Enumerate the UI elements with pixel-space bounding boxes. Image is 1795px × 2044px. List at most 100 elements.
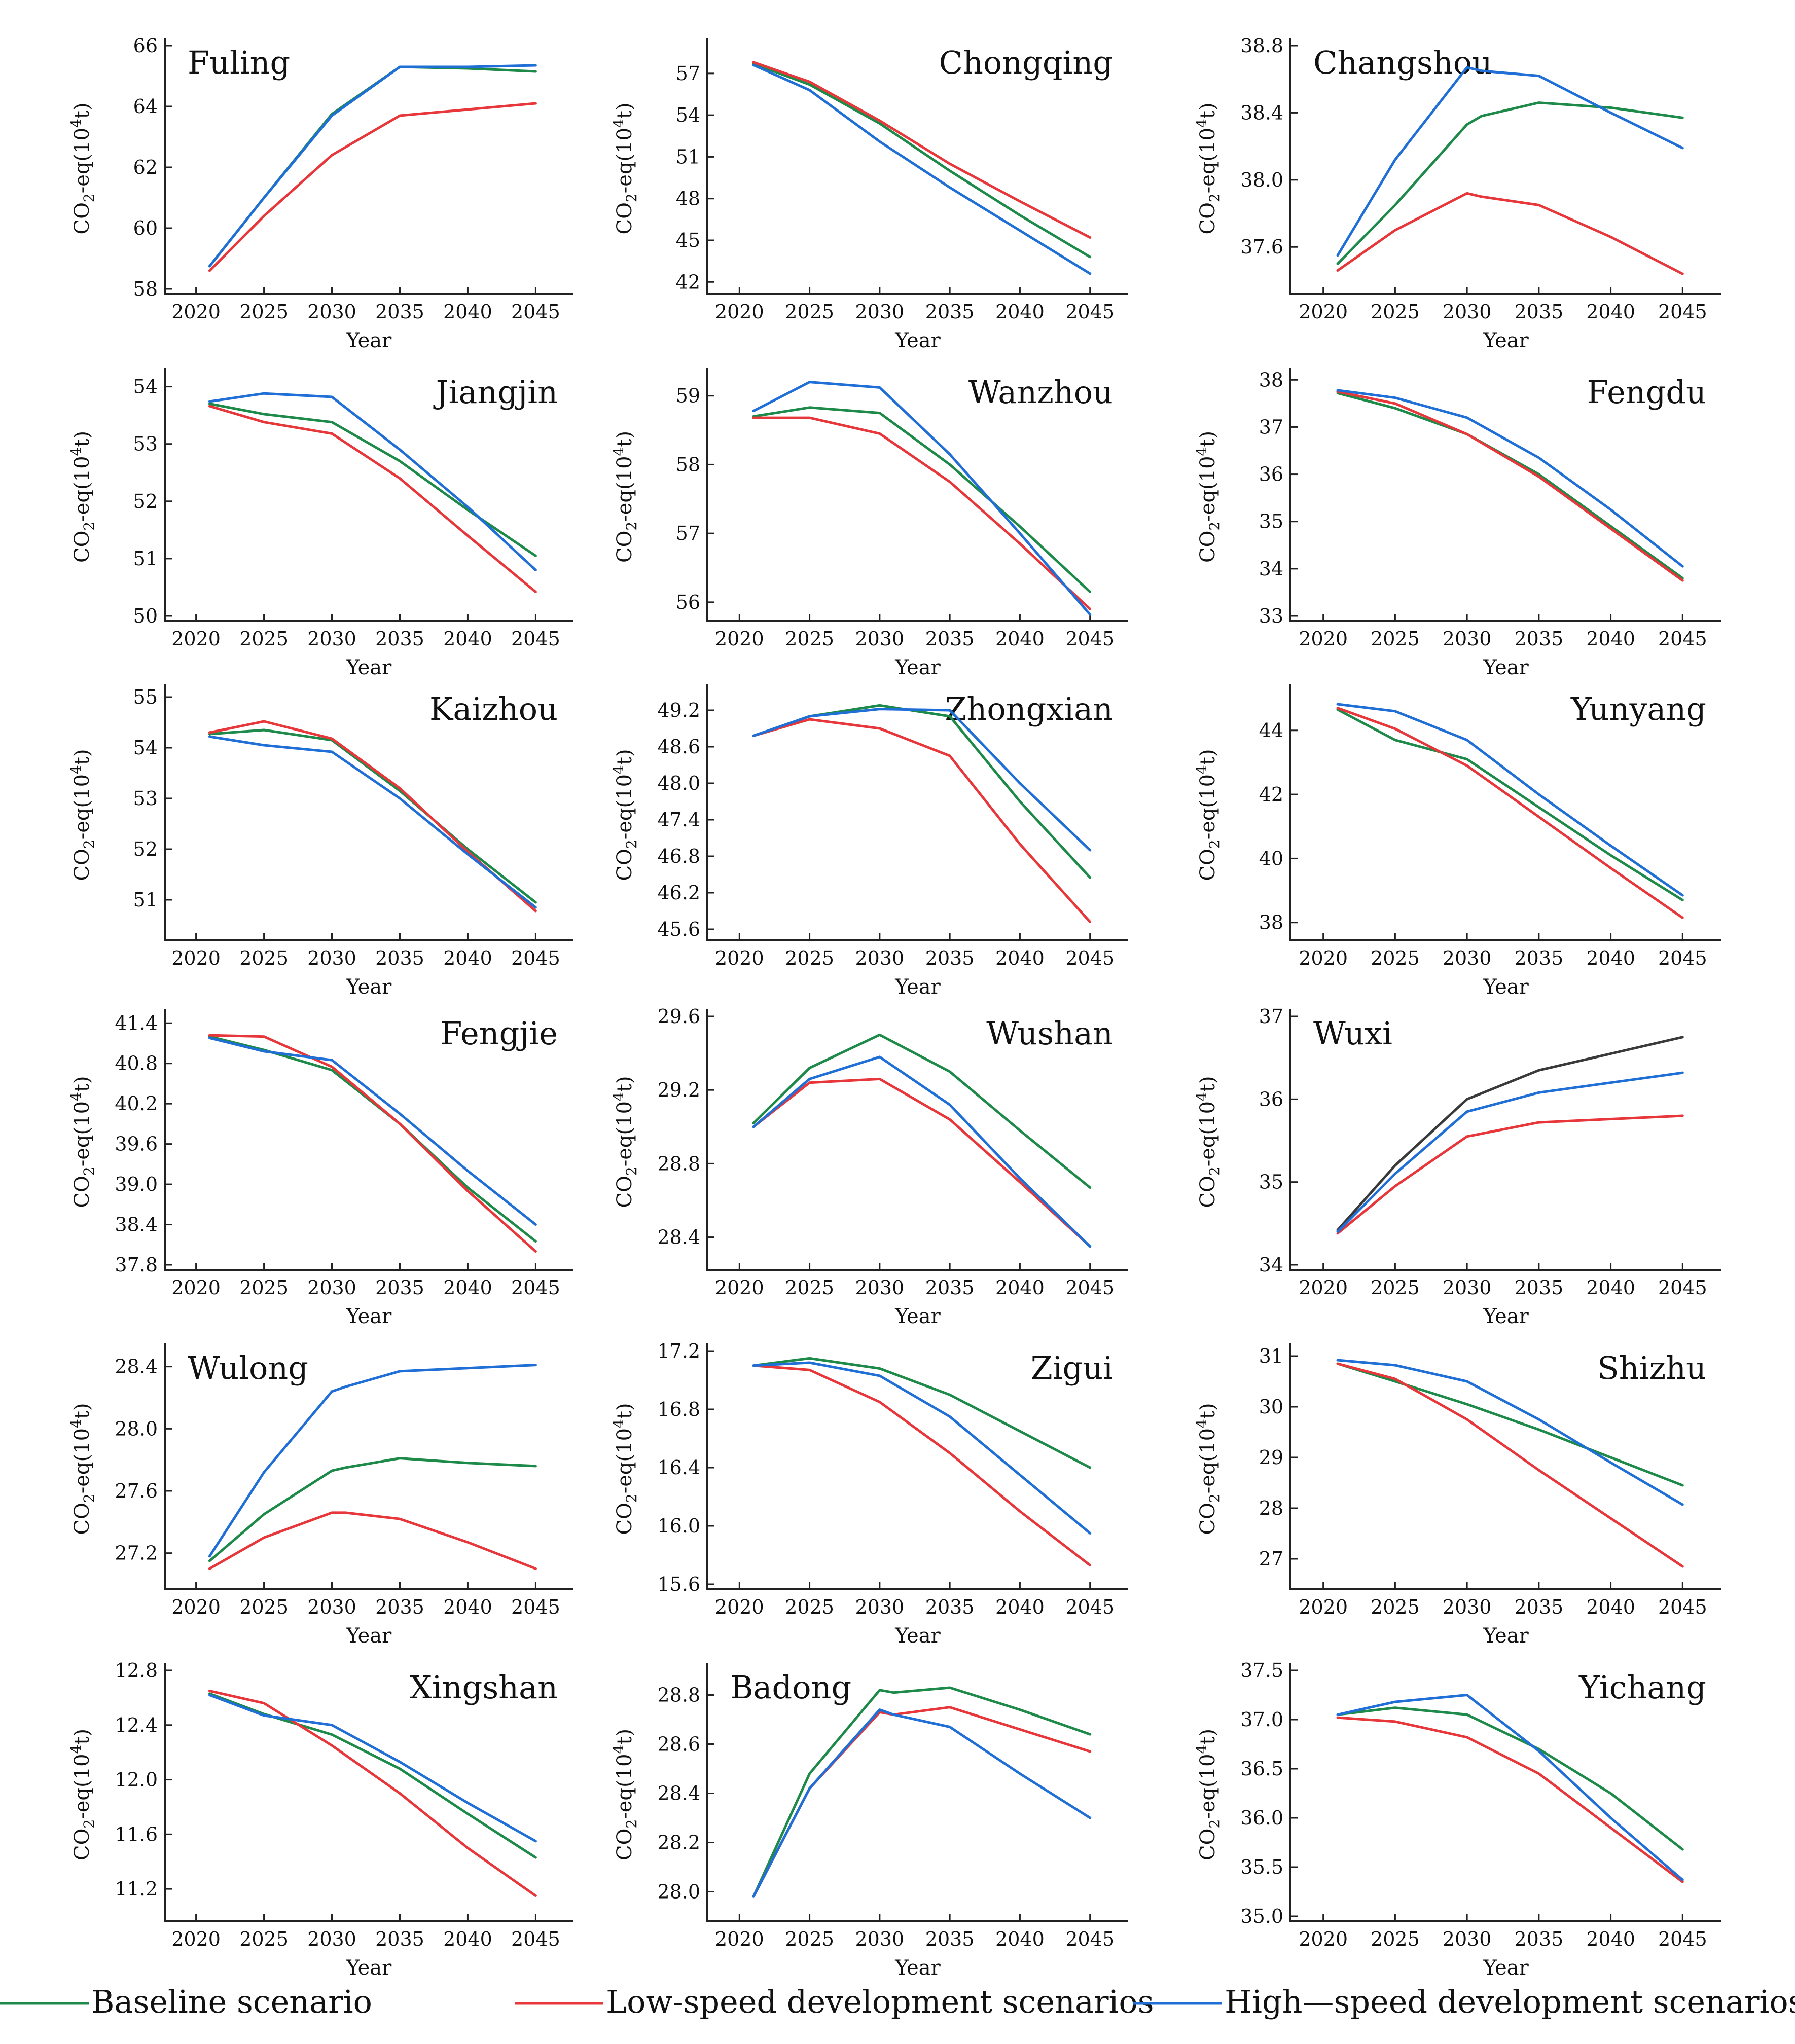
x-tick-label: 2025 <box>1371 628 1420 650</box>
x-axis-title: Year <box>894 1956 941 1980</box>
y-tick-label: 53 <box>133 787 158 810</box>
x-tick-label: 2020 <box>1299 301 1348 323</box>
x-tick-label: 2045 <box>1065 628 1115 650</box>
panel-title-kaizhou: Kaizhou <box>429 690 558 727</box>
x-tick-label: 2045 <box>1065 1276 1115 1299</box>
series-line-wanzhou-low <box>752 416 1092 610</box>
x-tick-label: 2045 <box>1065 1596 1115 1618</box>
y-tick-label: 28 <box>1259 1497 1283 1519</box>
y-axis-title: CO2-eq(104t) <box>67 1403 97 1535</box>
x-tick-label: 2035 <box>1515 1276 1564 1299</box>
x-tick-label: 2020 <box>715 1596 764 1618</box>
x-tick-label: 2045 <box>511 301 560 323</box>
x-tick-label: 2020 <box>171 301 221 323</box>
x-axis-title: Year <box>346 1956 392 1980</box>
x-tick-label: 2035 <box>375 1928 424 1950</box>
x-tick-label: 2040 <box>1586 947 1635 969</box>
x-tick-label: 2040 <box>995 1276 1045 1299</box>
y-tick-label: 57 <box>676 522 700 544</box>
x-axis-title: Year <box>1483 975 1529 999</box>
x-axis-title: Year <box>1483 1305 1529 1328</box>
x-tick-label: 2030 <box>307 301 356 323</box>
panel-title-changshou: Changshou <box>1313 44 1492 81</box>
y-axis-title: CO2-eq(104t) <box>1193 749 1223 881</box>
y-tick-label: 35 <box>1259 1171 1283 1193</box>
x-tick-label: 2035 <box>1515 628 1564 650</box>
y-axis-title: CO2-eq(104t) <box>610 1729 640 1860</box>
x-tick-label: 2035 <box>925 1276 975 1299</box>
series-line-wuxi-dark <box>1336 1036 1684 1231</box>
y-tick-label: 27.2 <box>115 1542 158 1564</box>
y-tick-label: 58 <box>133 278 158 300</box>
panel-title-fuling: Fuling <box>188 44 290 81</box>
y-tick-label: 62 <box>133 156 158 178</box>
x-tick-label: 2045 <box>1658 1596 1707 1618</box>
panel-wushan: 28.4 28.8 29.2 29.6 2020 2025 2030 2035 2040 2045… <box>610 1005 1128 1328</box>
y-tick-label: 56 <box>676 591 700 613</box>
axes-changshou <box>1289 38 1721 295</box>
x-tick-label: 2025 <box>239 1276 289 1299</box>
y-tick-label: 49.2 <box>657 699 700 721</box>
panel-title-chongqing: Chongqing <box>939 44 1113 81</box>
y-tick-label: 54 <box>676 104 700 126</box>
y-tick-label: 28.4 <box>657 1782 700 1805</box>
x-tick-label: 2030 <box>1443 1276 1492 1299</box>
series-line-chongqing-low <box>752 61 1092 239</box>
x-tick-label: 2045 <box>1065 1928 1115 1950</box>
panel-yichang: 35.0 35.5 36.0 36.5 37.0 37.5 2020 2025 2030 2035… <box>1193 1659 1721 1980</box>
axes-kaizhou <box>164 684 573 941</box>
y-tick-label: 44 <box>1259 719 1283 742</box>
axes-wushan <box>706 1009 1128 1271</box>
y-axis-title: CO2-eq(104t) <box>1193 431 1223 563</box>
y-tick-label: 47.4 <box>657 809 700 831</box>
x-tick-label: 2030 <box>855 628 905 650</box>
axes-fengjie <box>164 1009 573 1271</box>
panels-group: 58 60 62 64 66 2020 2025 2030 2035 2040 2045 Year CO… <box>67 34 1721 1980</box>
y-tick-label: 52 <box>133 490 158 513</box>
x-tick-label: 2030 <box>307 1928 356 1950</box>
y-tick-label: 46.8 <box>657 845 700 867</box>
series-line-chongqing-high <box>752 63 1092 275</box>
y-tick-label: 28.8 <box>657 1152 700 1175</box>
y-tick-label: 39.6 <box>115 1133 158 1155</box>
y-axis-title: CO2-eq(104t) <box>67 431 97 563</box>
axes-fengdu <box>1289 368 1721 622</box>
x-tick-label: 2035 <box>1515 301 1564 323</box>
panel-title-wushan: Wushan <box>986 1015 1113 1052</box>
panel-title-zhongxian: Zhongxian <box>945 690 1113 727</box>
y-tick-label: 38.0 <box>1240 169 1283 191</box>
x-tick-label: 2030 <box>1443 947 1492 969</box>
x-tick-label: 2030 <box>855 1596 905 1618</box>
x-tick-label: 2025 <box>239 947 289 969</box>
x-tick-label: 2030 <box>855 947 905 969</box>
x-tick-label: 2040 <box>443 628 492 650</box>
panel-badong: 28.0 28.2 28.4 28.6 28.8 2020 2025 2030 2035 2040… <box>610 1663 1128 1980</box>
panel-title-xingshan: Xingshan <box>410 1669 558 1706</box>
x-tick-label: 2040 <box>995 947 1045 969</box>
x-tick-label: 2020 <box>715 628 764 650</box>
y-tick-label: 12.8 <box>115 1659 158 1682</box>
legend-label-high: High—speed development scenarios <box>1225 1983 1795 2020</box>
y-tick-label: 38.4 <box>1240 101 1283 124</box>
series-line-fuling-high <box>208 64 537 268</box>
axes-wulong <box>164 1343 573 1590</box>
panel-chongqing: 42 45 48 51 54 57 2020 2025 2030 2035 2040 2045 Year… <box>610 38 1128 352</box>
x-tick-label: 2045 <box>1065 947 1115 969</box>
series-line-wushan-baseline <box>752 1033 1092 1189</box>
y-tick-label: 66 <box>133 34 158 57</box>
x-tick-label: 2045 <box>1658 628 1707 650</box>
series-line-zigui-high <box>752 1361 1092 1535</box>
y-tick-label: 34 <box>1259 558 1283 580</box>
y-tick-label: 34 <box>1259 1254 1283 1276</box>
x-tick-label: 2025 <box>1371 1928 1420 1950</box>
y-axis-title: CO2-eq(104t) <box>67 749 97 881</box>
x-tick-label: 2040 <box>995 628 1045 650</box>
series-line-badong-high <box>752 1708 1092 1898</box>
y-tick-label: 42 <box>676 271 700 293</box>
y-tick-label: 59 <box>676 385 700 407</box>
y-tick-label: 53 <box>133 433 158 455</box>
x-tick-label: 2020 <box>171 628 221 650</box>
axes-zigui <box>706 1343 1128 1590</box>
axes-shizhu <box>1289 1343 1721 1590</box>
